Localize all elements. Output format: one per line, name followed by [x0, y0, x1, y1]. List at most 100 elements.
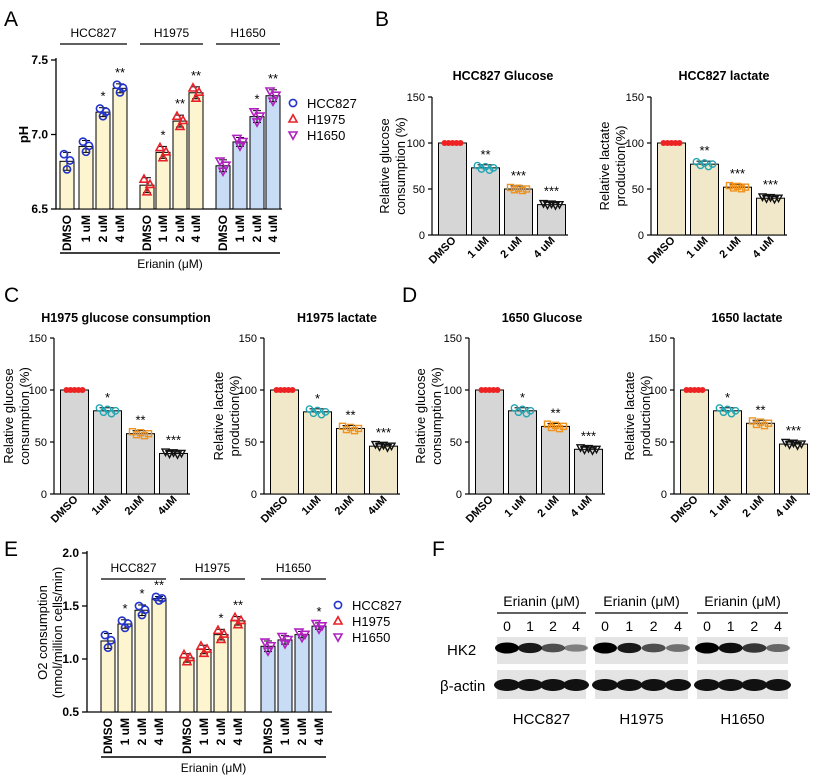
data-point-e	[279, 639, 291, 650]
significance-b1: ***	[544, 184, 559, 199]
significance-b2: **	[699, 143, 709, 158]
x-axis-title-e: Erianin (μM)	[181, 761, 247, 775]
lane-label-h1975: 0	[601, 618, 609, 634]
data-point-a	[251, 118, 263, 128]
data-point-d1	[579, 446, 590, 456]
data-point-d2	[796, 440, 807, 450]
group-label-e: H1650	[276, 561, 312, 575]
legend-marker-h1650	[287, 131, 299, 141]
x-tick-label-b1: 2 uM	[498, 235, 524, 261]
lane-label-hcc827: 1	[526, 618, 534, 634]
data-point-c1	[140, 431, 149, 440]
data-point-d2	[731, 406, 740, 415]
x-tick-label-c2: 4uM	[366, 494, 390, 518]
actin-band	[640, 679, 667, 691]
y-tick-label-b1: 50	[413, 184, 425, 196]
actin-band	[540, 679, 566, 691]
actin-band	[741, 679, 768, 691]
y-tick-label-b2: 0	[638, 230, 644, 242]
data-point-c2	[289, 387, 296, 393]
bar-a-h1650-2	[249, 116, 265, 210]
x-tick-label-e: 1 uM	[278, 718, 292, 745]
data-point-c1	[103, 405, 112, 414]
y-tick-label-c1: 150	[29, 333, 47, 345]
data-point-d2	[784, 441, 795, 450]
legend-label-hcc827: HCC827	[307, 96, 357, 111]
x-tick-label-a: 4 uM	[113, 215, 127, 242]
data-point-b1	[518, 186, 527, 195]
data-point-b2	[761, 195, 772, 204]
data-point-b1	[457, 140, 464, 146]
panel-label-d: D	[402, 284, 417, 307]
bar-c1-0	[60, 389, 89, 495]
data-point-a	[62, 164, 72, 174]
bar-b1-2	[504, 188, 533, 236]
hk2-band	[617, 642, 642, 654]
hk2-band	[495, 642, 519, 654]
data-point-d1	[559, 422, 568, 431]
significance-c1: *	[105, 390, 110, 405]
data-point-a	[270, 91, 282, 102]
actin-band	[494, 679, 520, 691]
data-point-e	[100, 630, 110, 640]
actin-band	[665, 679, 691, 691]
significance-d2: *	[725, 390, 730, 405]
data-point-d2	[715, 404, 724, 412]
y-axis-title-d2: production(%)	[638, 376, 653, 457]
data-point-b2	[737, 185, 746, 193]
actin-band	[616, 679, 643, 691]
chart-title-b2: HCC827 lactate	[678, 69, 769, 83]
data-point-e	[120, 623, 130, 633]
y-tick-label-d2: 150	[649, 333, 667, 345]
significance-a: *	[100, 89, 105, 104]
hk2-band	[593, 642, 617, 654]
legend-label-h1650: H1650	[307, 128, 345, 143]
data-point-a	[217, 167, 229, 178]
significance-b1: **	[480, 147, 490, 162]
cell-line-label-h1650: H1650	[720, 711, 764, 728]
y-tick-label-c1: 50	[35, 437, 47, 449]
bar-d1-3	[574, 448, 603, 495]
y-axis-title-d2: Relative lactate	[622, 372, 637, 461]
bar-e-h1650-3	[311, 625, 327, 713]
data-point-e	[265, 641, 277, 652]
x-tick-label-e: 2 uM	[214, 718, 228, 745]
bar-b1-3	[537, 204, 566, 236]
x-tick-label-e: 1 uM	[197, 718, 211, 745]
x-tick-label-b1: DMSO	[427, 234, 459, 266]
bar-c2-0	[270, 389, 299, 495]
chart-title-c2: H1975 lactate	[297, 311, 377, 325]
lane-label-hcc827: 0	[503, 618, 511, 634]
data-point-e	[154, 596, 164, 605]
y-tick-label-d1: 50	[450, 437, 462, 449]
chart-title-d1: 1650 Glucose	[502, 311, 583, 325]
y-axis-title-c1: consumption (%)	[17, 367, 32, 465]
bar-c2-1	[303, 411, 332, 495]
x-tick-label-d2: 1 uM	[707, 494, 733, 520]
data-point-c1	[172, 451, 183, 460]
bar-d2-2	[746, 422, 775, 495]
y-tick-label-c2: 150	[239, 333, 257, 345]
significance-c2: **	[345, 407, 355, 422]
y-tick-label-d2: 50	[655, 437, 667, 449]
x-tick-label-c1: 4uM	[156, 494, 180, 518]
x-tick-label-b2: 2 uM	[717, 235, 743, 261]
data-point-e	[103, 643, 113, 653]
lane-label-hcc827: 2	[549, 618, 557, 634]
x-tick-label-a: 1 uM	[233, 215, 247, 242]
bar-d2-1	[713, 410, 742, 495]
data-point-c2	[321, 407, 330, 416]
y-axis-title-c2: production(%)	[227, 376, 242, 457]
lane-label-hcc827: 4	[572, 618, 580, 634]
data-point-a	[98, 111, 108, 121]
bar-d1-1	[508, 410, 537, 495]
legend-label-h1650: H1650	[352, 630, 390, 645]
bar-d1-0	[475, 389, 504, 495]
significance-d1: **	[550, 405, 560, 420]
significance-d2: **	[755, 402, 765, 417]
bar-a-h1650-0	[215, 165, 231, 210]
y-tick-label-d1: 100	[444, 385, 462, 397]
data-point-a	[81, 147, 91, 157]
x-tick-label-c2: 1uM	[300, 494, 324, 518]
hk2-band	[766, 644, 790, 652]
